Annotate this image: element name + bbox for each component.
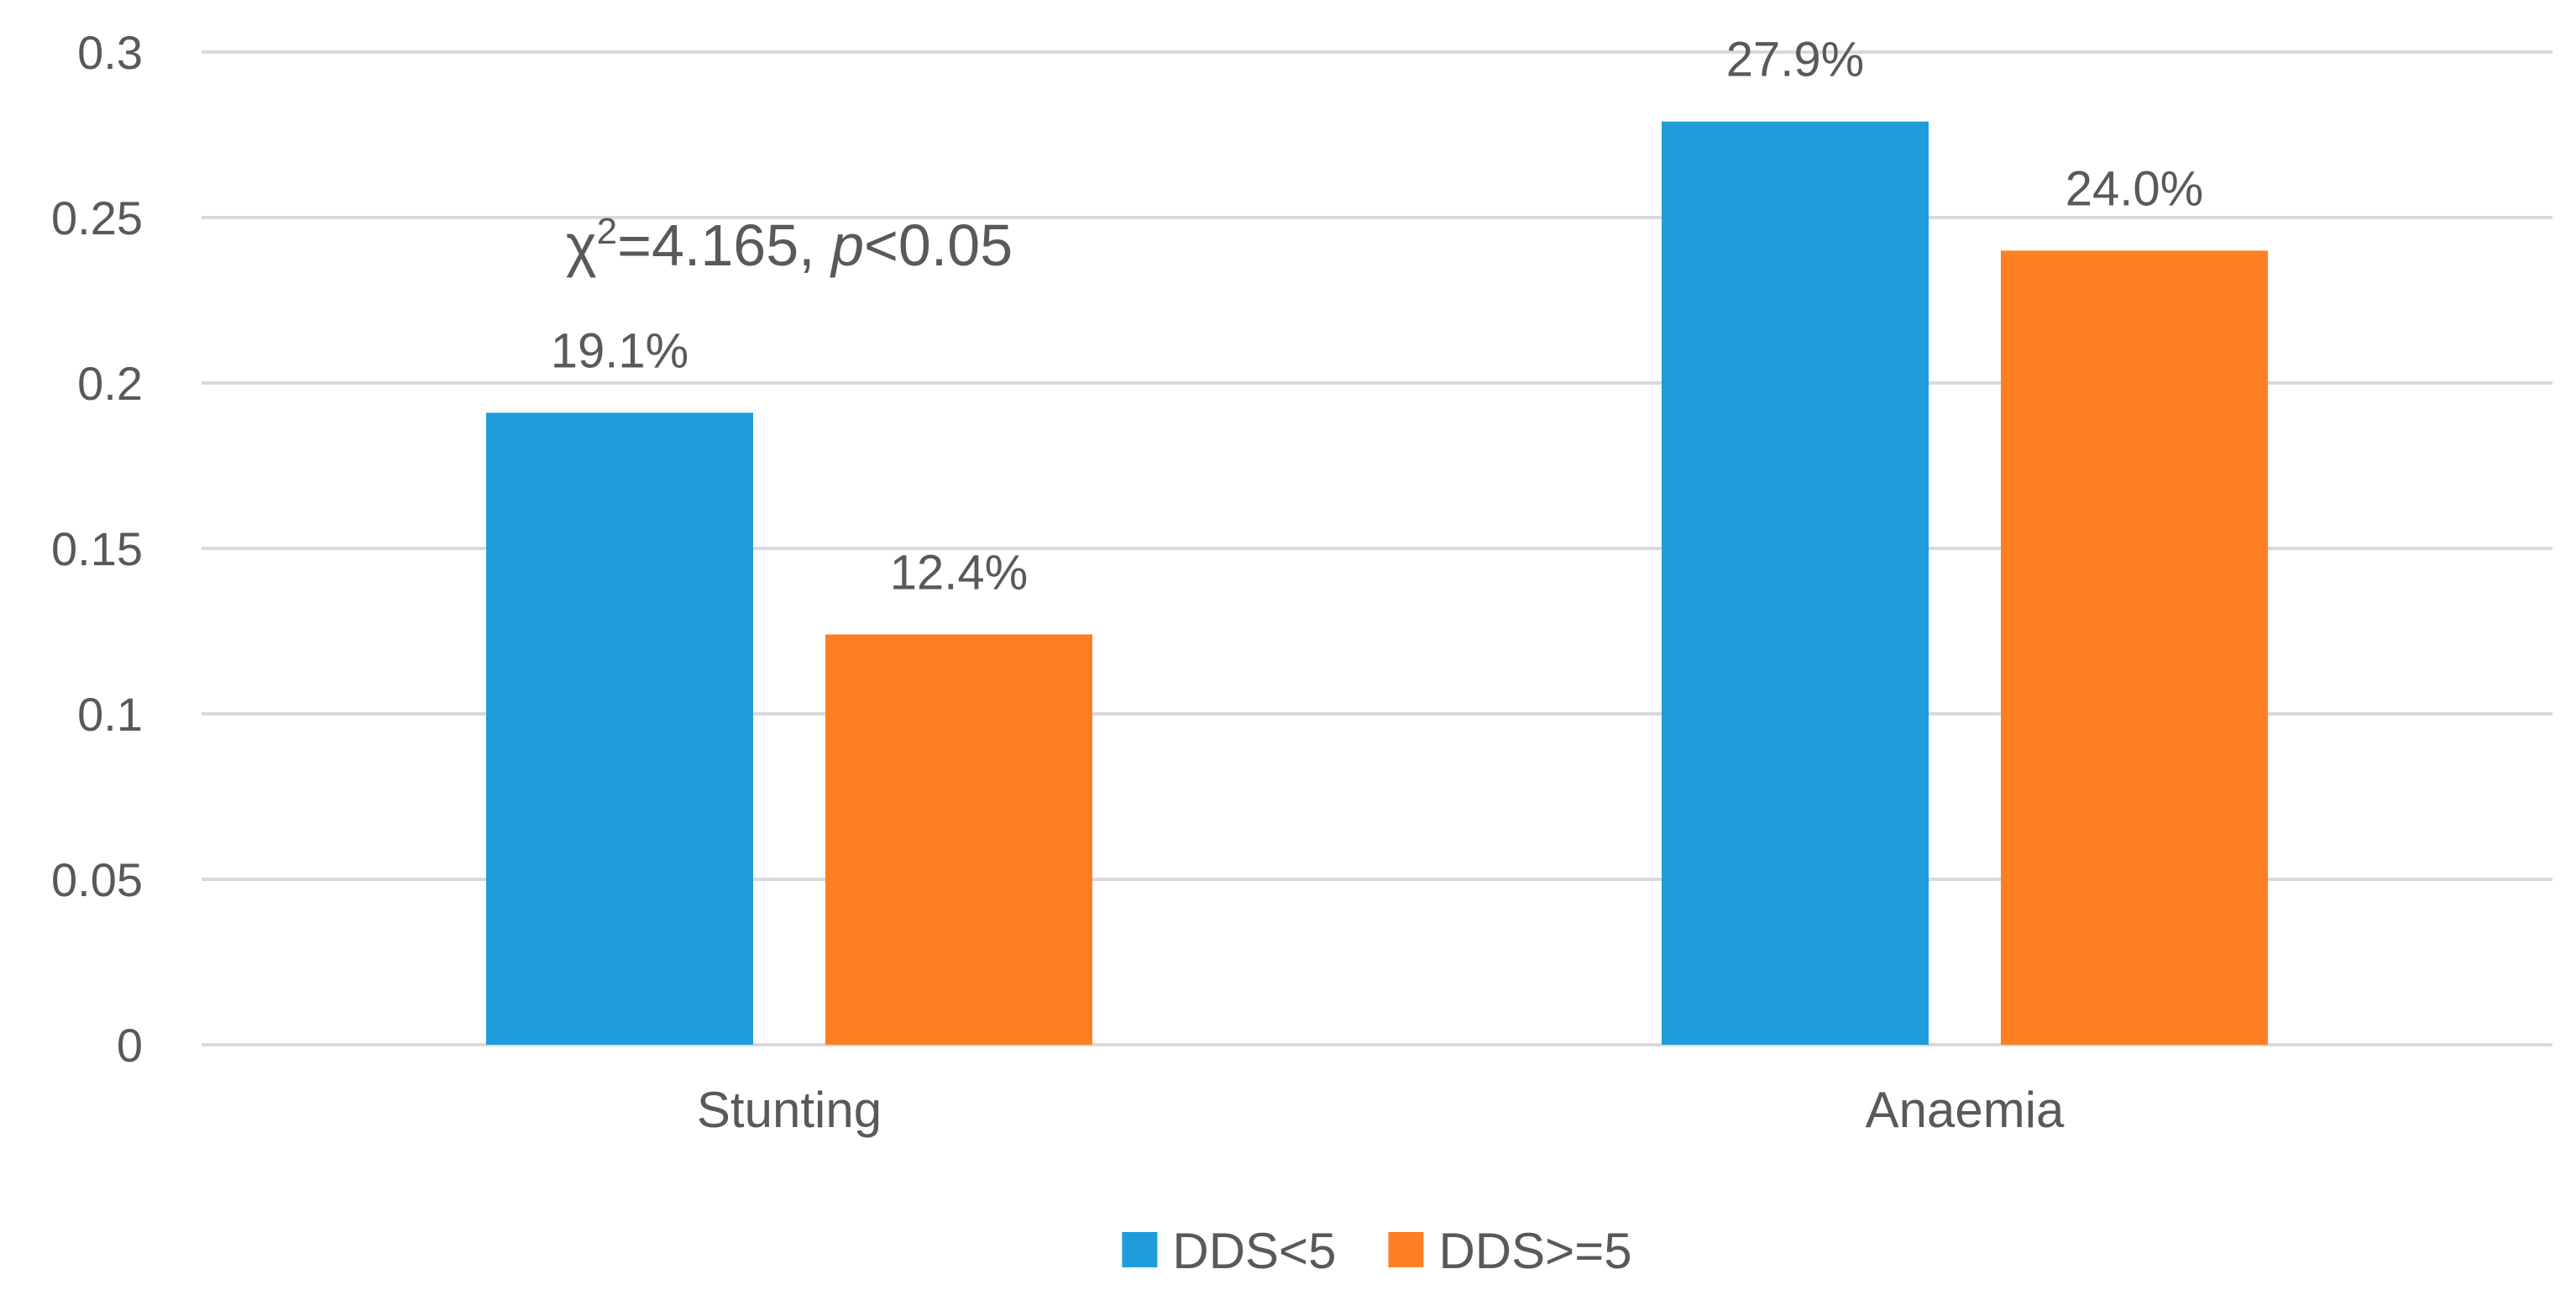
data-label-stunting-dds-5: 12.4% — [890, 545, 1028, 600]
data-label-stunting-dds-5: 19.1% — [551, 323, 689, 378]
data-labels: 19.1% 12.4% 27.9% 24.0% — [551, 33, 2203, 600]
bar-anaemia-dds-5 — [2001, 250, 2268, 1045]
bar-anaemia-dds-5 — [1662, 121, 1929, 1046]
x-axis-categories: Stunting Anaemia — [697, 1082, 2065, 1138]
legend-swatch-dds-5 — [1388, 1232, 1424, 1267]
legend-label-dds-5: DDS<5 — [1172, 1223, 1336, 1279]
y-tick-label: 0.3 — [77, 26, 143, 79]
data-label-anaemia-dds-5: 24.0% — [2066, 161, 2203, 216]
bar-stunting-dds-5 — [825, 634, 1092, 1045]
data-label-anaemia-dds-5: 27.9% — [1726, 33, 1864, 87]
y-tick-label: 0.1 — [77, 688, 143, 741]
chi-square-annotation: χ2=4.165, p<0.05 — [566, 211, 1013, 278]
legend: DDS<5 DDS>=5 — [1122, 1223, 1632, 1279]
legend-swatch-dds-5 — [1122, 1232, 1158, 1267]
category-label-anaemia: Anaemia — [1866, 1082, 2065, 1138]
category-label-stunting: Stunting — [697, 1082, 882, 1138]
y-tick-label: 0.15 — [51, 522, 143, 575]
y-tick-label: 0.05 — [51, 853, 143, 906]
y-tick-label: 0.25 — [51, 191, 143, 244]
y-tick-label: 0.2 — [77, 357, 143, 410]
legend-label-dds-5: DDS>=5 — [1438, 1223, 1631, 1279]
bar-stunting-dds-5 — [486, 412, 753, 1046]
annotations: χ2=4.165, p<0.05 — [566, 211, 1013, 278]
bars — [486, 121, 2268, 1046]
y-axis-ticks: 0 0.05 0.1 0.15 0.2 0.25 0.3 — [51, 26, 143, 1072]
y-tick-label: 0 — [117, 1019, 143, 1072]
